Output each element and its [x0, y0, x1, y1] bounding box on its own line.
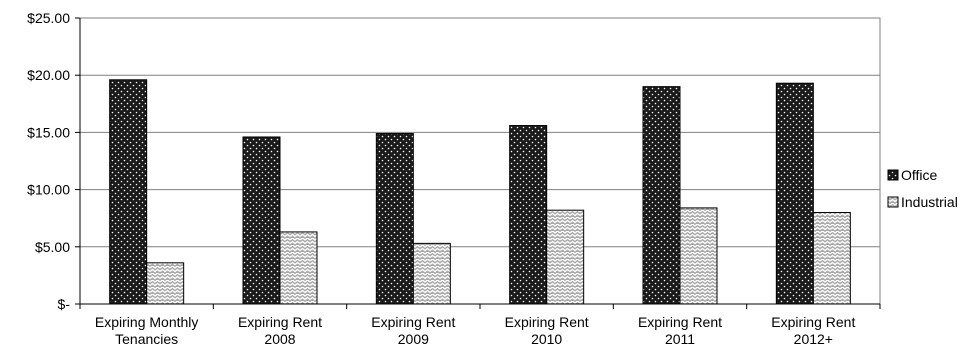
bar-office-1 — [242, 136, 281, 305]
bar-office-5 — [775, 82, 814, 305]
x-tick-label: 2012+ — [794, 331, 833, 347]
x-tick-label: Expiring Rent — [771, 314, 855, 330]
x-tick-label: 2010 — [531, 331, 562, 347]
x-tick-label: Tenancies — [115, 331, 178, 347]
bar-industrial-4 — [679, 207, 718, 305]
bar-industrial-1 — [279, 231, 318, 305]
x-tick-label: 2011 — [665, 331, 695, 347]
legend: Office Industrial — [887, 167, 958, 210]
x-tick-label: Expiring Rent — [371, 314, 455, 330]
x-tick-label: Expiring Rent — [638, 314, 722, 330]
x-tick-label: 2009 — [398, 331, 429, 347]
axes — [75, 17, 881, 309]
y-tick-label: $5.00 — [35, 239, 70, 255]
bar-industrial-3 — [546, 209, 585, 305]
axis-labels: $- $5.00 $10.00 $15.00 $20.00 $25.00 Expiring … — [27, 10, 855, 347]
y-tick-label: $15.00 — [27, 124, 70, 140]
bar-office-4 — [642, 86, 681, 305]
legend-label-industrial: Industrial — [901, 194, 958, 210]
y-tick-label: $20.00 — [27, 67, 70, 83]
bar-office-3 — [509, 125, 548, 305]
bar-industrial-5 — [812, 211, 851, 305]
gridlines — [80, 17, 880, 248]
bar-industrial-2 — [412, 242, 451, 305]
legend-label-office: Office — [901, 167, 938, 183]
x-tick-label: Expiring Rent — [238, 314, 322, 330]
bar-office-2 — [375, 133, 414, 305]
y-tick-label: $25.00 — [27, 10, 70, 26]
bars — [109, 79, 851, 305]
y-tick-label: $10.00 — [27, 182, 70, 198]
bar-office-0 — [109, 79, 148, 305]
x-tick-label: Expiring Rent — [505, 314, 589, 330]
x-tick-label: Expiring Monthly — [95, 314, 199, 330]
bar-industrial-0 — [146, 262, 185, 305]
x-tick-label: 2008 — [264, 331, 295, 347]
plot-frame — [79, 17, 881, 305]
legend-swatch-office — [887, 169, 899, 181]
legend-swatch-industrial — [887, 196, 899, 208]
y-tick-label: $- — [58, 296, 71, 312]
